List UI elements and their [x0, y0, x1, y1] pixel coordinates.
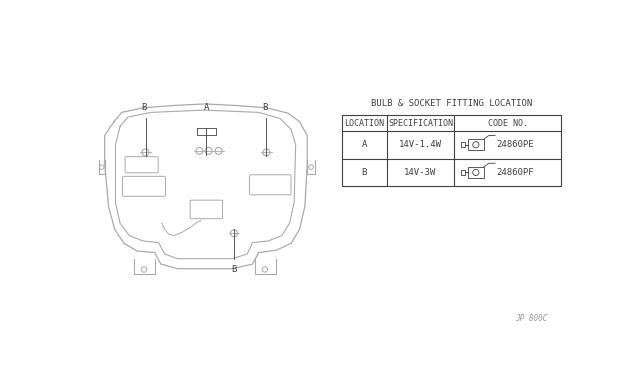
Bar — [468, 140, 484, 150]
Text: B: B — [262, 103, 268, 112]
Text: 14V-3W: 14V-3W — [404, 168, 436, 177]
Text: A: A — [362, 140, 367, 149]
Text: B: B — [141, 103, 147, 112]
Text: 14V-1.4W: 14V-1.4W — [399, 140, 442, 149]
Text: JP 800C: JP 800C — [515, 314, 547, 323]
Text: BULB & SOCKET FITTING LOCATION: BULB & SOCKET FITTING LOCATION — [371, 99, 532, 108]
Bar — [342, 115, 561, 186]
Text: LOCATION: LOCATION — [344, 119, 384, 128]
Text: A: A — [204, 103, 209, 112]
Text: CODE NO.: CODE NO. — [488, 119, 528, 128]
Text: 24860PF: 24860PF — [497, 168, 534, 177]
Bar — [461, 142, 465, 147]
Bar — [468, 167, 484, 178]
Text: SPECIFICATION: SPECIFICATION — [388, 119, 453, 128]
Text: B: B — [362, 168, 367, 177]
Text: B: B — [232, 265, 237, 274]
Bar — [461, 170, 465, 175]
Text: 24860PE: 24860PE — [497, 140, 534, 149]
